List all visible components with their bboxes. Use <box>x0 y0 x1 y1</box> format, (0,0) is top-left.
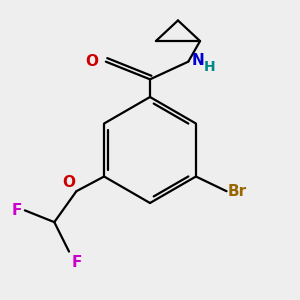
Text: N: N <box>191 53 204 68</box>
Text: H: H <box>204 60 215 74</box>
Text: F: F <box>72 254 82 269</box>
Text: O: O <box>85 54 98 69</box>
Text: F: F <box>11 203 22 218</box>
Text: O: O <box>62 175 75 190</box>
Text: Br: Br <box>228 184 247 199</box>
